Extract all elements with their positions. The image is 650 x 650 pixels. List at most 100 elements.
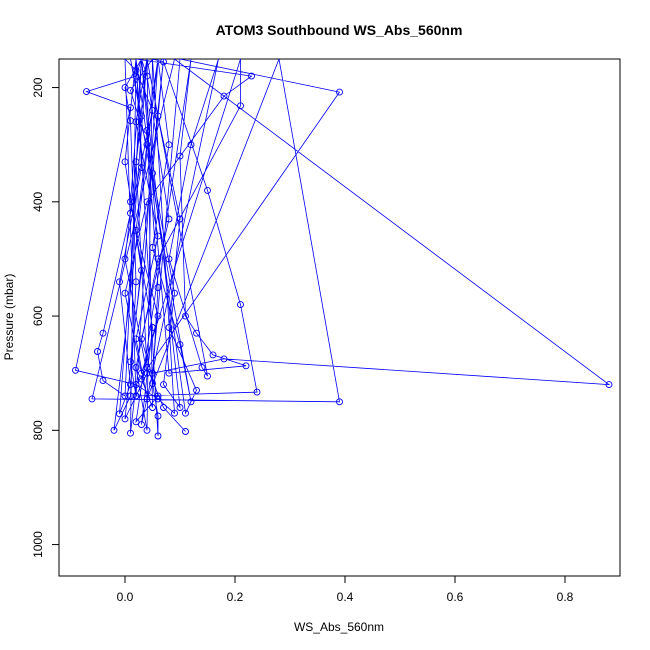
data-point [154,432,162,440]
data-point [149,324,156,331]
data-point [143,126,151,134]
data-point [132,335,140,343]
data-point [154,312,162,320]
data-point [132,158,140,166]
data-point [121,392,129,400]
x-tick-label: 0.4 [337,590,354,604]
x-tick-label: 0.0 [117,590,134,604]
data-point [237,102,244,110]
data-point [253,388,261,396]
data-point [198,364,206,371]
data-point [220,92,228,100]
y-axis: 200 400 600 800 1000 [31,77,60,558]
data-point [336,398,343,406]
data-point [138,112,145,120]
data-point [187,141,195,149]
x-axis-label: WS_Abs_560nm [294,620,384,634]
data-point [182,428,189,435]
data-point [132,418,140,426]
data-point [220,355,228,363]
data-point [237,301,244,309]
data-point [127,209,134,217]
series-layer [72,59,613,440]
data-point [143,141,151,149]
data-point [88,395,96,403]
data-point [143,72,151,80]
data-point [132,278,140,286]
data-point [127,117,134,125]
data-point [138,421,145,429]
data-point [154,255,162,263]
data-point [116,278,123,286]
data-point [127,104,134,112]
data-point [72,366,79,374]
x-tick-label: 0.8 [557,590,574,604]
data-point [116,410,123,418]
data-point [138,266,145,274]
y-tick-label: 400 [31,191,45,211]
data-point [149,169,156,177]
data-point [127,429,134,437]
data-point [149,404,156,411]
data-point [127,198,134,206]
data-point [83,88,90,96]
data-point [132,392,140,400]
data-point [121,84,129,92]
data-point [121,415,129,423]
data-point [182,409,189,417]
data-point [165,369,173,377]
data-point [138,335,145,343]
data-point [193,329,200,337]
data-point [160,59,167,66]
plot-frame [58,58,621,577]
data-point [165,255,173,263]
data-point [204,186,211,194]
data-point [154,392,162,400]
data-point [165,141,173,149]
data-point [160,404,167,411]
chart-title: ATOM3 Southbound WS_Abs_560nm [216,22,463,38]
data-point [176,215,184,223]
data-point [165,324,173,331]
data-point [149,369,156,377]
data-point [127,358,134,366]
data-point [121,289,129,297]
data-point [154,284,162,291]
data-point [149,380,156,387]
data-point [154,395,162,403]
x-axis: 0.0 0.2 0.4 0.6 0.8 [117,575,574,604]
data-point [176,341,184,349]
data-point [248,72,255,80]
data-point [143,395,151,403]
series-group [72,59,613,440]
data-point [127,86,134,94]
data-point [121,158,129,166]
data-point [209,351,217,359]
data-point [110,426,118,434]
data-point [127,381,134,389]
data-point [132,66,140,74]
data-point [182,312,189,320]
y-tick-label: 600 [31,306,45,326]
data-point [99,329,107,337]
data-point [94,348,101,355]
data-point [154,412,162,420]
data-point [193,386,200,394]
data-point [99,377,107,385]
data-point [149,244,156,251]
data-point [132,364,140,371]
data-point [143,198,151,206]
x-tick-label: 0.2 [227,590,244,604]
data-point [143,364,151,371]
data-point [204,372,211,380]
data-point [132,381,140,389]
y-tick-label: 200 [31,77,45,97]
data-point [336,88,343,96]
data-point [121,255,129,263]
data-point [160,381,167,389]
y-axis-label: Pressure (mbar) [2,274,16,361]
data-point [154,112,162,120]
data-point [171,409,178,417]
data-point [165,215,173,223]
